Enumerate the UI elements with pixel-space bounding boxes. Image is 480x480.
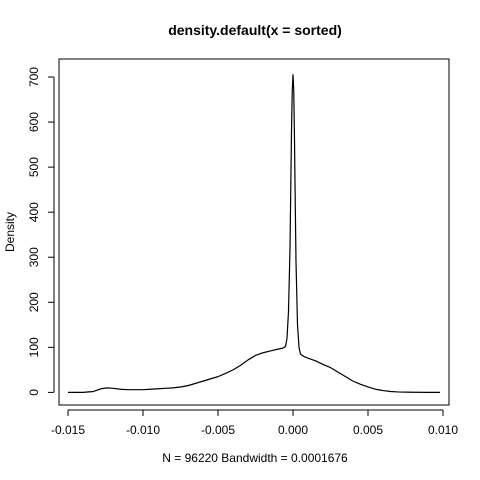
y-tick-label: 0 [27, 389, 41, 396]
x-tick-label: -0.005 [201, 423, 235, 437]
plot-frame [58, 58, 450, 406]
y-axis: 0 100 200 300 400 500 600 700 [27, 67, 55, 396]
x-tick-label: -0.015 [51, 423, 85, 437]
y-tick-label: 200 [27, 292, 41, 312]
y-tick-label: 700 [27, 67, 41, 87]
x-tick-label: 0.000 [278, 423, 308, 437]
x-tick-label: -0.010 [126, 423, 160, 437]
chart-title: density.default(x = sorted) [168, 22, 342, 38]
y-tick-label: 500 [27, 157, 41, 177]
y-axis-label: Density [3, 212, 17, 252]
y-tick-label: 400 [27, 202, 41, 222]
x-tick-label: 0.010 [428, 423, 458, 437]
density-curve [68, 74, 440, 393]
x-axis-label: N = 96220 Bandwidth = 0.0001676 [162, 451, 348, 465]
y-tick-label: 600 [27, 112, 41, 132]
y-tick-label: 100 [27, 337, 41, 357]
y-tick-label: 300 [27, 247, 41, 267]
x-axis: -0.015 -0.010 -0.005 0.000 0.005 0.010 [51, 409, 458, 437]
x-tick-label: 0.005 [353, 423, 383, 437]
